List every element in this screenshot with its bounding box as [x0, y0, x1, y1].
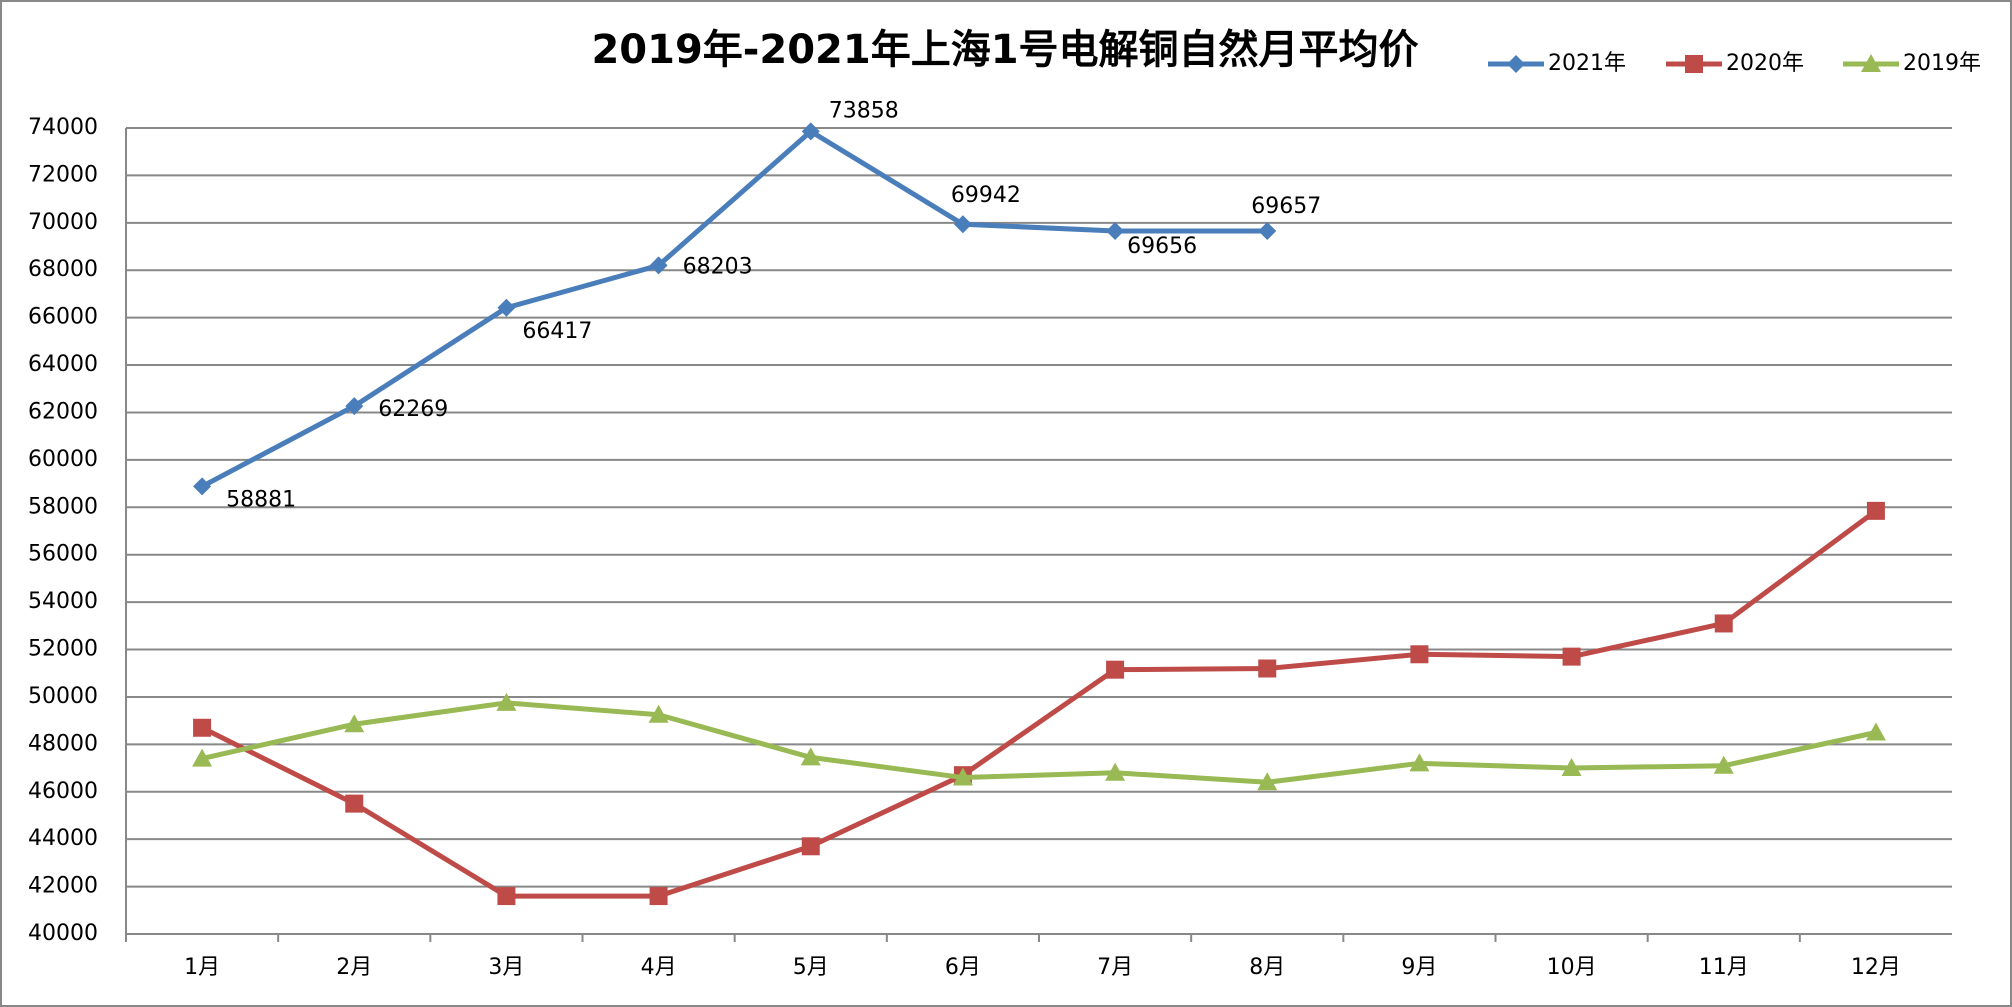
- data-label: 69657: [1251, 194, 1321, 219]
- y-tick-label: 52000: [28, 637, 98, 662]
- y-tick-label: 54000: [28, 589, 98, 614]
- x-tick-label: 6月: [945, 955, 981, 980]
- x-tick-label: 1月: [184, 955, 220, 980]
- x-tick-label: 12月: [1851, 955, 1901, 980]
- x-tick-label: 4月: [641, 955, 677, 980]
- data-label: 66417: [522, 319, 592, 344]
- x-tick-label: 11月: [1699, 955, 1749, 980]
- data-label: 62269: [378, 397, 448, 422]
- y-tick-label: 62000: [28, 399, 98, 424]
- marker: [1106, 221, 1125, 240]
- x-tick-label: 7月: [1097, 955, 1133, 980]
- legend-label: 2019年: [1903, 51, 1981, 76]
- marker: [1685, 55, 1703, 73]
- marker: [345, 397, 364, 416]
- data-label: 73858: [829, 98, 899, 123]
- marker: [1106, 660, 1125, 679]
- marker: [1713, 755, 1734, 774]
- series-line: [200, 128, 1268, 489]
- y-tick-label: 64000: [28, 352, 98, 377]
- legend-label: 2021年: [1548, 51, 1626, 76]
- y-tick-label: 44000: [28, 826, 98, 851]
- marker: [1105, 762, 1126, 781]
- marker: [497, 887, 516, 906]
- y-tick-label: 66000: [28, 305, 98, 330]
- legend-label: 2020年: [1726, 51, 1804, 76]
- marker: [801, 837, 820, 856]
- marker: [648, 704, 669, 723]
- x-tick-label: 5月: [793, 955, 829, 980]
- y-tick-label: 50000: [28, 684, 98, 709]
- marker: [1866, 501, 1885, 520]
- y-tick-label: 68000: [28, 257, 98, 282]
- marker: [1562, 647, 1581, 666]
- marker: [649, 256, 668, 275]
- y-tick-label: 72000: [28, 162, 98, 187]
- y-tick-label: 58000: [28, 494, 98, 519]
- marker: [1409, 753, 1430, 772]
- marker: [1861, 54, 1881, 72]
- marker: [1507, 55, 1525, 73]
- y-tick-label: 74000: [28, 115, 98, 140]
- y-tick-label: 48000: [28, 731, 98, 756]
- marker: [496, 692, 517, 711]
- data-label: 69656: [1127, 234, 1197, 259]
- marker: [1410, 645, 1429, 664]
- marker: [193, 718, 212, 737]
- marker: [649, 887, 668, 906]
- x-tick-label: 8月: [1249, 955, 1285, 980]
- marker: [953, 215, 972, 234]
- marker: [345, 794, 364, 813]
- marker: [1561, 758, 1582, 777]
- chart-title: 2019年-2021年上海1号电解铜自然月平均价: [591, 27, 1418, 73]
- y-tick-label: 56000: [28, 542, 98, 567]
- y-tick-label: 70000: [28, 210, 98, 235]
- marker: [801, 122, 820, 141]
- marker: [1714, 614, 1733, 633]
- x-tick-label: 9月: [1401, 955, 1437, 980]
- marker: [497, 298, 516, 317]
- marker: [192, 748, 213, 767]
- y-tick-label: 60000: [28, 447, 98, 472]
- data-label: 58881: [226, 487, 296, 512]
- x-tick-label: 3月: [488, 955, 524, 980]
- y-tick-label: 42000: [28, 874, 98, 899]
- marker: [1258, 221, 1277, 240]
- marker: [1257, 772, 1278, 791]
- marker: [800, 747, 821, 766]
- marker: [1258, 659, 1277, 678]
- series-line: [200, 508, 1878, 899]
- marker: [344, 714, 365, 733]
- marker: [952, 767, 973, 786]
- marker: [193, 477, 212, 496]
- data-label: 68203: [683, 254, 753, 279]
- y-tick-label: 46000: [28, 779, 98, 804]
- x-tick-label: 2月: [336, 955, 372, 980]
- x-tick-label: 10月: [1547, 955, 1597, 980]
- series-line: [201, 700, 1877, 785]
- data-label: 69942: [951, 183, 1021, 208]
- marker: [1865, 722, 1886, 741]
- y-tick-label: 40000: [28, 921, 98, 946]
